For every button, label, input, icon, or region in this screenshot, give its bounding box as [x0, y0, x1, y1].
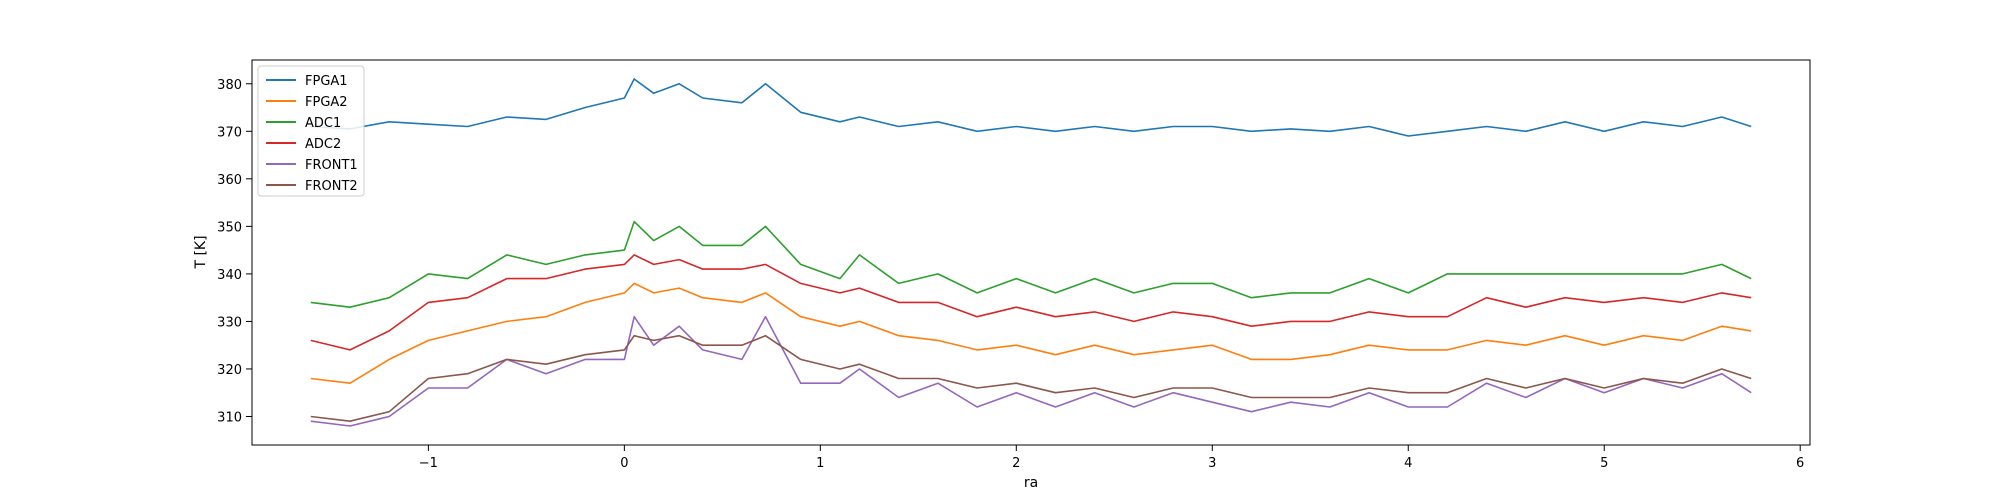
legend-label: ADC1 [305, 116, 341, 131]
series-line-adc2 [310, 254, 1752, 351]
plot-area [251, 59, 1811, 446]
x-tick-label: 4 [1404, 456, 1412, 471]
y-tick-label: 370 [217, 125, 242, 140]
x-axis-label: ra [1024, 475, 1038, 491]
y-tick-label: 350 [217, 220, 242, 235]
x-tick-label: 0 [620, 456, 628, 471]
y-tick-label: 360 [217, 173, 242, 188]
series-line-fpga1 [310, 78, 1752, 137]
y-tick-label: 330 [217, 315, 242, 330]
y-axis: 310 320 330 340 350 360 370 380 [217, 78, 252, 425]
y-tick-label: 340 [217, 268, 242, 283]
x-tick-label: 2 [1012, 456, 1020, 471]
series-line-fpga2 [310, 282, 1752, 385]
x-tick-label: 3 [1208, 456, 1216, 471]
series-lines [310, 78, 1752, 427]
y-tick-label: 380 [217, 78, 242, 93]
legend: FPGA1 FPGA2 ADC1 ADC2 FRONT1 FRONT2 [257, 65, 365, 197]
x-tick-label: 1 [816, 456, 824, 471]
legend-label: FPGA2 [305, 95, 348, 110]
y-tick-label: 310 [217, 410, 242, 425]
y-axis-label: T [K] [193, 235, 209, 269]
x-tick-label: 6 [1796, 456, 1804, 471]
series-line-front1 [310, 315, 1752, 427]
series-line-front2 [310, 334, 1752, 423]
legend-label: FRONT2 [305, 179, 358, 194]
y-tick-label: 320 [217, 363, 242, 378]
legend-label: FRONT1 [305, 158, 358, 173]
x-axis: −1 0 1 2 3 4 5 6 [419, 445, 1804, 471]
x-tick-label: 5 [1600, 456, 1608, 471]
legend-label: FPGA1 [305, 74, 348, 89]
series-line-adc1 [310, 220, 1752, 309]
x-tick-label: −1 [419, 456, 438, 471]
legend-label: ADC2 [305, 137, 341, 152]
